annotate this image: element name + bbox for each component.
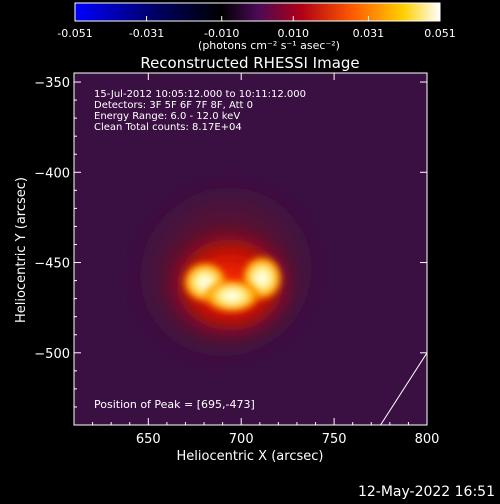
x-axis-label: Heliocentric X (arcsec) (177, 449, 324, 464)
y-tick-label: −350 (34, 76, 70, 91)
x-tick-label: 750 (322, 432, 347, 447)
annotation-line: Detectors: 3F 5F 6F 7F 8F, Att 0 (94, 100, 253, 111)
solar-limb-line (380, 352, 427, 425)
annotation-line: Energy Range: 6.0 - 12.0 keV (94, 111, 240, 122)
colorbar-tick-label: -0.010 (204, 27, 239, 40)
peak-position-label: Position of Peak = [695,-473] (94, 398, 255, 411)
y-axis-label: Heliocentric Y (arcsec) (14, 177, 29, 323)
plot-frame (73, 72, 428, 426)
chart-title: Reconstructed RHESSI Image (140, 54, 359, 72)
colorbar: -0.051 -0.031 -0.010 0.010 0.031 0.051 (photo… (57, 2, 456, 52)
colorbar-tick-label: 0.010 (278, 27, 310, 40)
x-tick-label: 700 (229, 432, 254, 447)
emission-core (202, 278, 262, 314)
annotations: 15-Jul-2012 10:05:12.000 to 10:11:12.000… (94, 89, 306, 133)
colorbar-tick-label: 0.031 (353, 27, 385, 40)
y-tick-label: −400 (34, 166, 70, 181)
annotation-line: 15-Jul-2012 10:05:12.000 to 10:11:12.000 (94, 89, 306, 100)
x-tick-label: 650 (136, 432, 161, 447)
x-axis: 650 700 750 800 (73, 73, 440, 447)
footer-date: 12-May-2022 16:51 (358, 484, 495, 500)
colorbar-ticks: -0.051 -0.031 -0.010 0.010 0.031 0.051 (57, 16, 456, 40)
heatmap-image (74, 73, 427, 425)
colorbar-tick-label: 0.051 (424, 27, 456, 40)
y-axis: −350 −400 −450 −500 (34, 76, 427, 426)
annotation-line: Clean Total counts: 8.17E+04 (94, 122, 242, 133)
source-emission (117, 165, 335, 379)
x-tick-label: 800 (415, 432, 440, 447)
y-tick-label: −450 (34, 257, 70, 272)
colorbar-units: (photons cm⁻² s⁻¹ asec⁻²) (198, 39, 340, 52)
y-tick-label: −500 (34, 347, 70, 362)
colorbar-tick-label: -0.031 (129, 27, 164, 40)
colorbar-gradient (74, 2, 441, 22)
colorbar-tick-label: -0.051 (57, 27, 92, 40)
